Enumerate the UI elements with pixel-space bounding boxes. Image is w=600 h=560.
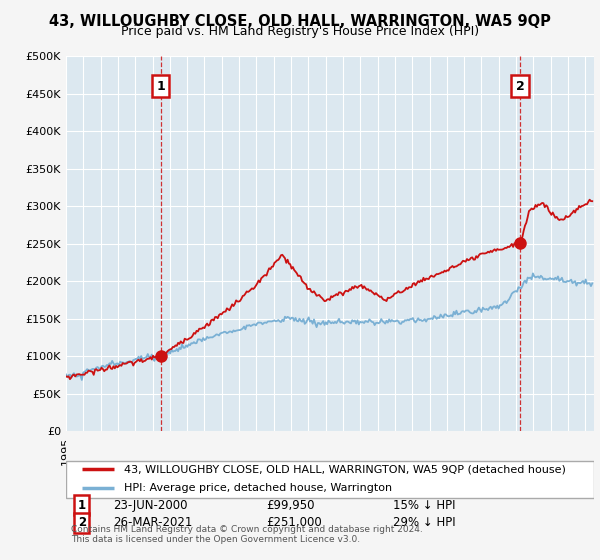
Text: £251,000: £251,000 bbox=[266, 516, 322, 530]
Text: Price paid vs. HM Land Registry's House Price Index (HPI): Price paid vs. HM Land Registry's House … bbox=[121, 25, 479, 38]
Text: 2: 2 bbox=[78, 516, 86, 530]
Text: 15% ↓ HPI: 15% ↓ HPI bbox=[394, 499, 456, 512]
Text: Contains HM Land Registry data © Crown copyright and database right 2024.
This d: Contains HM Land Registry data © Crown c… bbox=[71, 525, 423, 544]
Text: 26-MAR-2021: 26-MAR-2021 bbox=[113, 516, 193, 530]
FancyBboxPatch shape bbox=[66, 461, 594, 498]
Text: HPI: Average price, detached house, Warrington: HPI: Average price, detached house, Warr… bbox=[124, 483, 392, 493]
Text: 43, WILLOUGHBY CLOSE, OLD HALL, WARRINGTON, WA5 9QP: 43, WILLOUGHBY CLOSE, OLD HALL, WARRINGT… bbox=[49, 14, 551, 29]
Text: 43, WILLOUGHBY CLOSE, OLD HALL, WARRINGTON, WA5 9QP (detached house): 43, WILLOUGHBY CLOSE, OLD HALL, WARRINGT… bbox=[124, 464, 566, 474]
Text: 2: 2 bbox=[515, 80, 524, 92]
Text: 1: 1 bbox=[78, 499, 86, 512]
Text: £99,950: £99,950 bbox=[266, 499, 315, 512]
Text: 1: 1 bbox=[157, 80, 165, 92]
Text: 23-JUN-2000: 23-JUN-2000 bbox=[113, 499, 188, 512]
Text: 29% ↓ HPI: 29% ↓ HPI bbox=[394, 516, 456, 530]
